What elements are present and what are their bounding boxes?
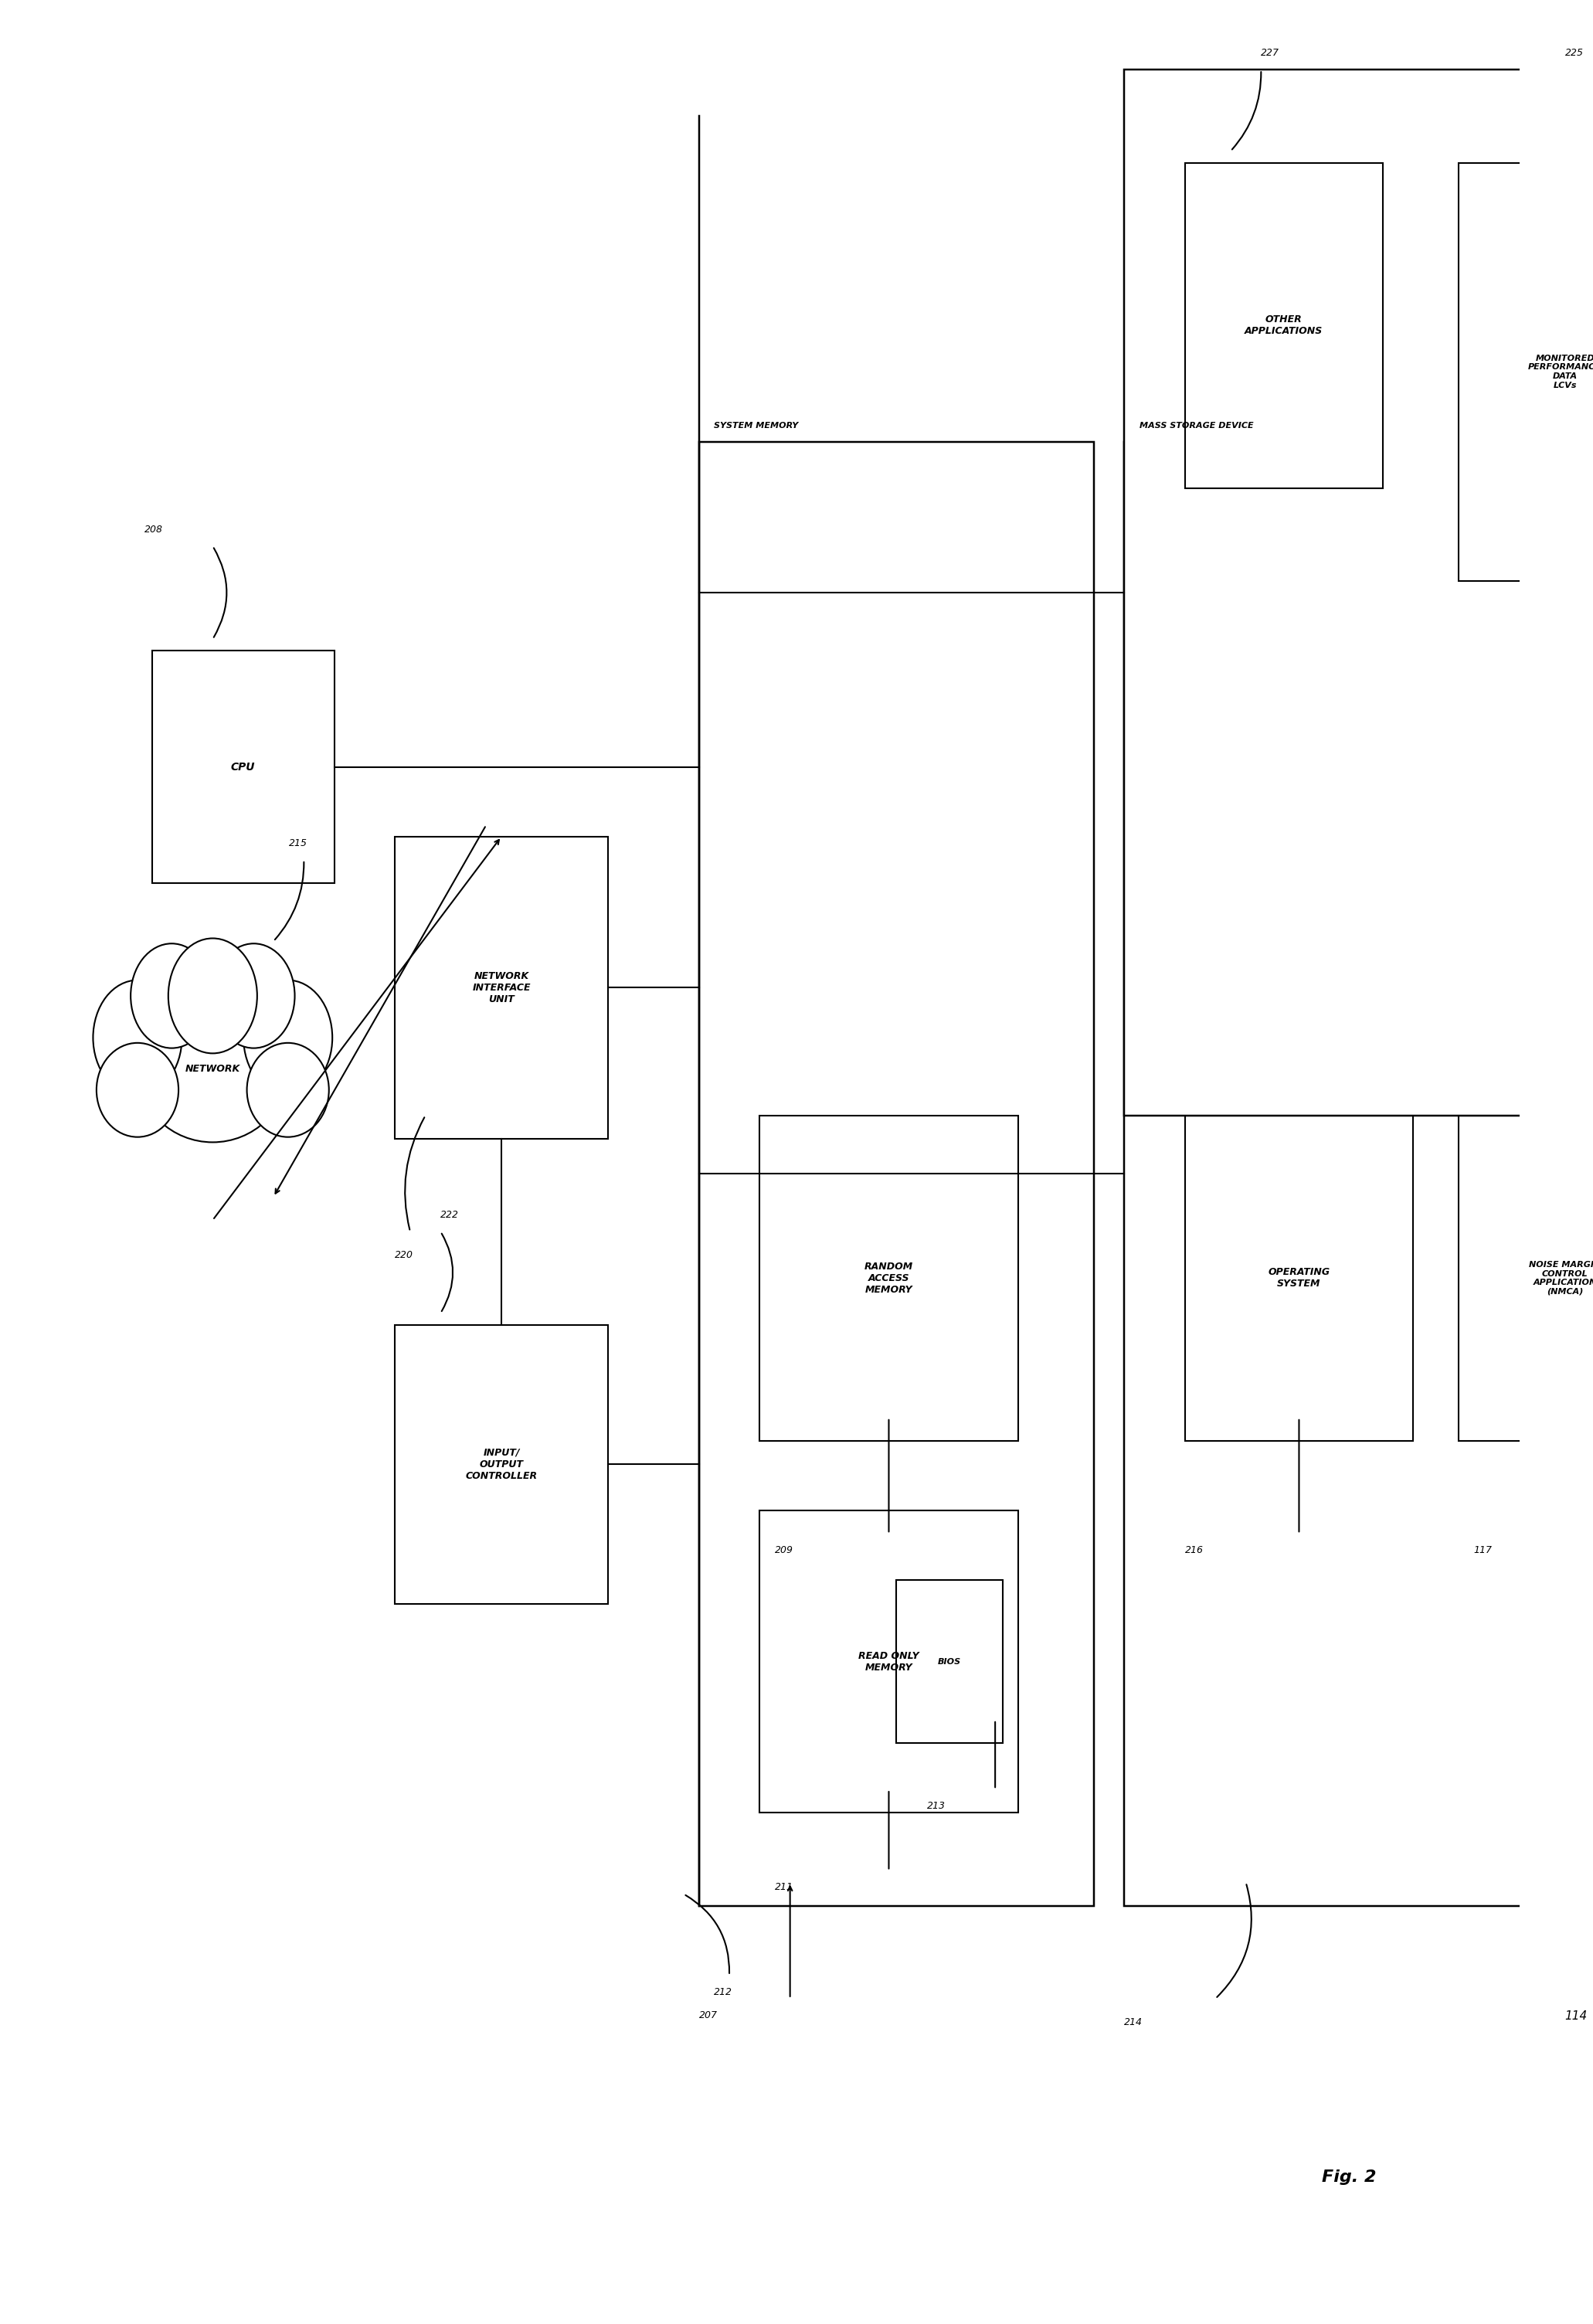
Text: 207: 207 [699,2010,717,2020]
Text: MASS STORAGE DEVICE: MASS STORAGE DEVICE [1139,423,1254,430]
Text: NOISE MARGIN
CONTROL
APPLICATION
(NMCA): NOISE MARGIN CONTROL APPLICATION (NMCA) [1529,1262,1593,1294]
Text: OTHER
APPLICATIONS: OTHER APPLICATIONS [1244,314,1322,337]
Text: RANDOM
ACCESS
MEMORY: RANDOM ACCESS MEMORY [865,1262,913,1294]
FancyBboxPatch shape [1459,163,1593,581]
Text: 208: 208 [145,525,162,535]
FancyBboxPatch shape [1185,163,1383,488]
Text: Fig. 2: Fig. 2 [1322,2168,1376,2185]
Text: 213: 213 [927,1801,945,1810]
FancyBboxPatch shape [1125,70,1593,1116]
Text: 215: 215 [288,839,307,848]
Text: NETWORK
INTERFACE
UNIT: NETWORK INTERFACE UNIT [472,971,530,1004]
Text: SYSTEM MEMORY: SYSTEM MEMORY [714,423,798,430]
Text: 114: 114 [1564,2010,1588,2022]
Text: 117: 117 [1474,1545,1493,1555]
Ellipse shape [97,1043,178,1136]
Ellipse shape [92,981,182,1095]
FancyBboxPatch shape [760,1511,1018,1813]
Text: MONITORED
PERFORMANCE
DATA
LCVs: MONITORED PERFORMANCE DATA LCVs [1528,356,1593,388]
Text: 216: 216 [1185,1545,1204,1555]
Text: 214: 214 [1125,2017,1142,2027]
FancyBboxPatch shape [760,1116,1018,1441]
Text: NETWORK: NETWORK [185,1064,241,1074]
Ellipse shape [244,981,333,1095]
Text: CPU: CPU [231,762,255,772]
Text: 220: 220 [395,1250,414,1260]
Ellipse shape [169,939,256,1053]
Text: READ ONLY
MEMORY: READ ONLY MEMORY [859,1650,919,1673]
Ellipse shape [213,944,295,1048]
Text: OPERATING
SYSTEM: OPERATING SYSTEM [1268,1267,1330,1290]
Ellipse shape [137,995,288,1141]
Text: INPUT/
OUTPUT
CONTROLLER: INPUT/ OUTPUT CONTROLLER [465,1448,537,1480]
FancyBboxPatch shape [699,442,1094,1906]
Text: BIOS: BIOS [938,1657,961,1666]
FancyBboxPatch shape [151,651,335,883]
Text: 225: 225 [1564,49,1583,58]
Text: 227: 227 [1262,49,1279,58]
FancyBboxPatch shape [897,1580,1002,1743]
Text: 209: 209 [774,1545,793,1555]
FancyBboxPatch shape [395,837,607,1139]
Text: 212: 212 [714,1987,733,1996]
Ellipse shape [247,1043,328,1136]
Ellipse shape [131,944,213,1048]
Text: 211: 211 [774,1882,793,1892]
FancyBboxPatch shape [1459,1116,1593,1441]
FancyBboxPatch shape [1125,442,1593,1906]
Text: 222: 222 [441,1211,459,1220]
FancyBboxPatch shape [1185,1116,1413,1441]
FancyBboxPatch shape [395,1325,607,1604]
